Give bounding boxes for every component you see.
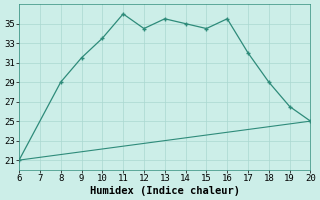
X-axis label: Humidex (Indice chaleur): Humidex (Indice chaleur) [90, 186, 240, 196]
